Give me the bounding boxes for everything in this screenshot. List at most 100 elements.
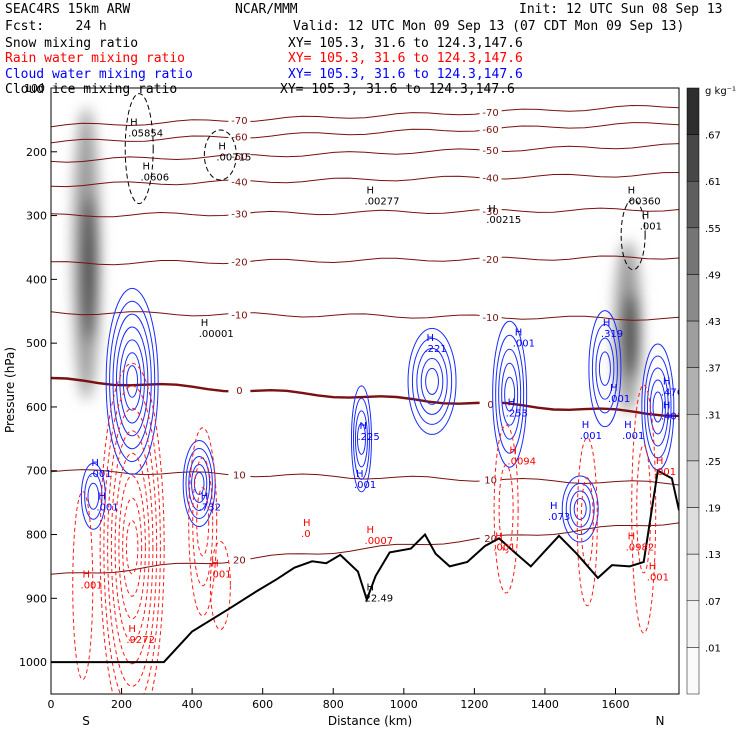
isotherm-label-bg bbox=[479, 398, 502, 410]
south-end-label: S bbox=[82, 714, 90, 728]
x-tick-label: 400 bbox=[182, 698, 203, 711]
cloud-ice-shading bbox=[73, 107, 641, 414]
isotherm-label: -10 bbox=[231, 310, 247, 321]
max-value-label: .001 bbox=[89, 469, 111, 480]
max-value-label: .0094 bbox=[507, 456, 536, 467]
rain-water-contour bbox=[103, 385, 161, 694]
max-marker: H bbox=[663, 401, 671, 412]
color-bar-swatch bbox=[686, 414, 700, 462]
max-marker: H bbox=[488, 204, 496, 215]
isotherm-label-bg bbox=[228, 308, 251, 320]
max-value-label: .732 bbox=[199, 502, 221, 513]
isotherm-label: 0 bbox=[236, 386, 242, 397]
rain-water-contour bbox=[209, 541, 231, 631]
color-bar-label: .67 bbox=[705, 131, 721, 142]
field-xy-rain: XY= 105.3, 31.6 to 124.3,147.6 bbox=[288, 51, 523, 66]
rain-water-contour bbox=[631, 384, 657, 634]
isotherm-line bbox=[51, 522, 679, 575]
cloud-water-contour bbox=[115, 326, 149, 437]
max-marker: H bbox=[550, 501, 558, 512]
rain-water-contour bbox=[125, 520, 139, 575]
color-bar-swatch bbox=[686, 134, 700, 182]
color-bar-label: .43 bbox=[705, 317, 721, 328]
cloud-water-contour bbox=[420, 357, 444, 405]
field-name-snow: Snow mixing ratio bbox=[5, 36, 138, 51]
cloud-water-contour bbox=[122, 352, 142, 411]
cloud-water-contour bbox=[595, 337, 615, 400]
field-xy-snow: XY= 105.3, 31.6 to 124.3,147.6 bbox=[288, 36, 523, 51]
max-marker: H bbox=[508, 398, 516, 409]
isotherm-label-bg bbox=[228, 468, 251, 480]
isotherm-label: -60 bbox=[482, 125, 498, 136]
isotherm-line bbox=[51, 172, 679, 188]
max-marker: H bbox=[359, 421, 367, 432]
snow-contour bbox=[620, 199, 646, 271]
max-marker: H bbox=[628, 531, 636, 542]
max-value-label: .9272 bbox=[126, 635, 155, 646]
isotherm-label: -20 bbox=[482, 255, 498, 266]
color-bar-label: .37 bbox=[705, 364, 721, 375]
cloud-water-contour bbox=[569, 490, 591, 528]
cloud-water-contour bbox=[646, 367, 669, 447]
max-value-label: .401 bbox=[661, 412, 683, 423]
max-value-label: .05854 bbox=[128, 128, 163, 139]
isotherm-label-bg bbox=[228, 175, 251, 187]
cloud-water-contour bbox=[591, 323, 618, 414]
isotherm-line bbox=[51, 255, 679, 266]
cloud-water-contour bbox=[112, 313, 152, 450]
x-tick-label: 800 bbox=[323, 698, 344, 711]
cloud-water-contour bbox=[87, 482, 100, 510]
isotherm-contours: -70 -70 -60 -60 -50 -50 -40 -40 -30 -30 -20 -20 -10 -… bbox=[51, 104, 679, 575]
max-value-label: .225 bbox=[357, 432, 379, 443]
max-value-label: .001 bbox=[640, 222, 662, 233]
max-marker: H bbox=[656, 456, 664, 467]
rain-water-contour bbox=[188, 427, 218, 617]
color-bar-swatch bbox=[686, 367, 700, 415]
isotherm-label-bg bbox=[228, 150, 251, 162]
rain-water-contour bbox=[636, 444, 652, 574]
cloud-water-contour bbox=[573, 498, 587, 521]
rain-water-contour bbox=[114, 452, 150, 642]
cloud-water-contour bbox=[416, 347, 448, 415]
isotherm-line bbox=[51, 311, 679, 321]
color-bar-swatch bbox=[686, 180, 700, 229]
field-xy-cloud-water: XY= 105.3, 31.6 to 124.3,147.6 bbox=[288, 67, 523, 82]
isotherm-label: -50 bbox=[482, 146, 498, 157]
cloud-ice-core bbox=[81, 195, 98, 342]
isotherm-label-bg bbox=[228, 553, 251, 565]
rain-water-contour bbox=[99, 362, 165, 694]
field-xy-cloud-ice: XY= 105.3, 31.6 to 124.3,147.6 bbox=[280, 82, 515, 97]
isotherm-line bbox=[51, 207, 679, 218]
cloud-water-contour bbox=[84, 472, 103, 520]
isotherm-label: -30 bbox=[231, 210, 247, 221]
isotherm-label: 10 bbox=[484, 476, 497, 487]
max-value-label: .001 bbox=[654, 467, 676, 478]
max-value-label: .00277 bbox=[365, 197, 400, 208]
isotherm-label-bg bbox=[479, 105, 502, 117]
rain-water-contours bbox=[72, 362, 657, 694]
snow-contour bbox=[124, 93, 154, 205]
isotherm-label: -60 bbox=[231, 132, 247, 143]
max-marker: H bbox=[603, 318, 611, 329]
max-marker: H bbox=[356, 469, 364, 480]
rain-water-contour bbox=[498, 464, 514, 554]
cloud-water-contour bbox=[188, 455, 211, 511]
cloud-water-contour bbox=[411, 337, 453, 425]
isotherm-label-bg bbox=[479, 532, 502, 544]
isotherm-label-bg bbox=[479, 205, 502, 217]
terrain-profile bbox=[51, 469, 679, 664]
max-marker: H bbox=[515, 327, 523, 338]
max-value-label: .001 bbox=[513, 338, 535, 349]
max-value-label: .001 bbox=[622, 431, 644, 442]
max-value-label: .073 bbox=[548, 512, 570, 523]
max-value-label: .001 bbox=[354, 480, 376, 491]
y-tick-label: 200 bbox=[26, 146, 47, 159]
max-value-label: .476 bbox=[661, 387, 683, 398]
isotherm-label-bg bbox=[228, 384, 251, 396]
max-marker: H bbox=[427, 333, 435, 344]
max-marker: H bbox=[642, 211, 650, 222]
cloud-water-contour bbox=[350, 385, 372, 493]
cloud-water-contour bbox=[644, 355, 672, 459]
max-value-label: .001 bbox=[96, 502, 118, 513]
color-bar-swatch bbox=[686, 553, 700, 602]
